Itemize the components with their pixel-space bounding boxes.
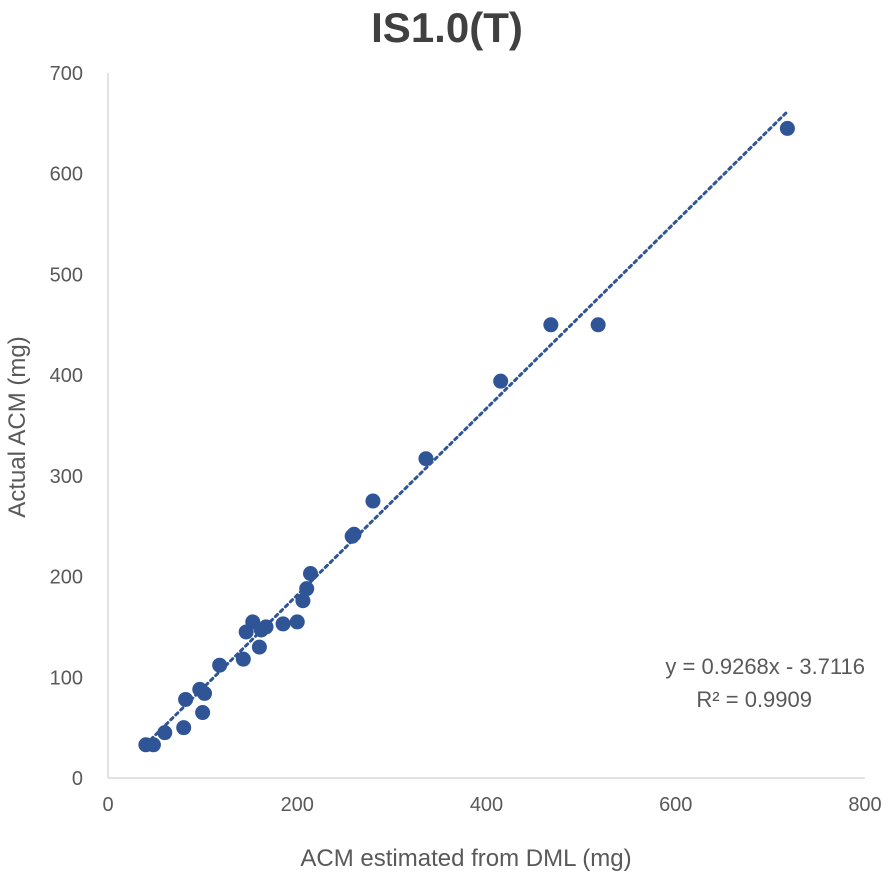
trendline [144,110,789,746]
trendline-layer [144,110,789,746]
x-tick-label: 0 [102,794,113,816]
x-tick-label: 800 [848,794,881,816]
data-point [299,581,315,597]
data-point [195,705,211,721]
data-point [543,317,559,333]
data-point [145,737,161,753]
y-axis-label: Actual ACM (mg) [4,336,31,517]
y-tick-label: 0 [72,768,83,790]
data-point [235,651,251,667]
data-point [365,493,381,509]
x-tick-label: 400 [470,794,503,816]
data-point [197,685,213,701]
data-point [346,526,362,542]
y-tick-label: 500 [50,264,83,286]
x-tick-label: 200 [281,794,314,816]
data-point [212,657,228,673]
axes: 0 200 400 600 800 0 100 200 300 400 500 600 700 [50,63,882,816]
data-point [157,725,173,741]
data-point [176,720,192,736]
y-tick-label: 600 [50,164,83,186]
data-point [493,373,509,389]
data-point [275,616,291,632]
data-point [258,619,274,635]
y-tick-label: 100 [50,667,83,689]
y-tick-label: 300 [50,466,83,488]
data-point [289,614,305,630]
data-point [302,566,318,582]
r-squared-label: R² = 0.9909 [696,687,812,712]
y-tick-label: 400 [50,365,83,387]
data-points [138,120,795,753]
y-tick-label: 200 [50,567,83,589]
y-tick-label: 700 [50,63,83,85]
x-tick-label: 600 [659,794,692,816]
chart-title: IS1.0(T) [371,4,523,51]
x-axis-label: ACM estimated from DML (mg) [300,845,631,872]
data-point [251,639,267,655]
trendline-equation: y = 0.9268x - 3.7116 [665,654,865,679]
data-point [295,593,311,609]
data-point [590,317,606,333]
data-point [178,691,194,707]
data-point [418,451,434,467]
data-point [779,120,795,136]
